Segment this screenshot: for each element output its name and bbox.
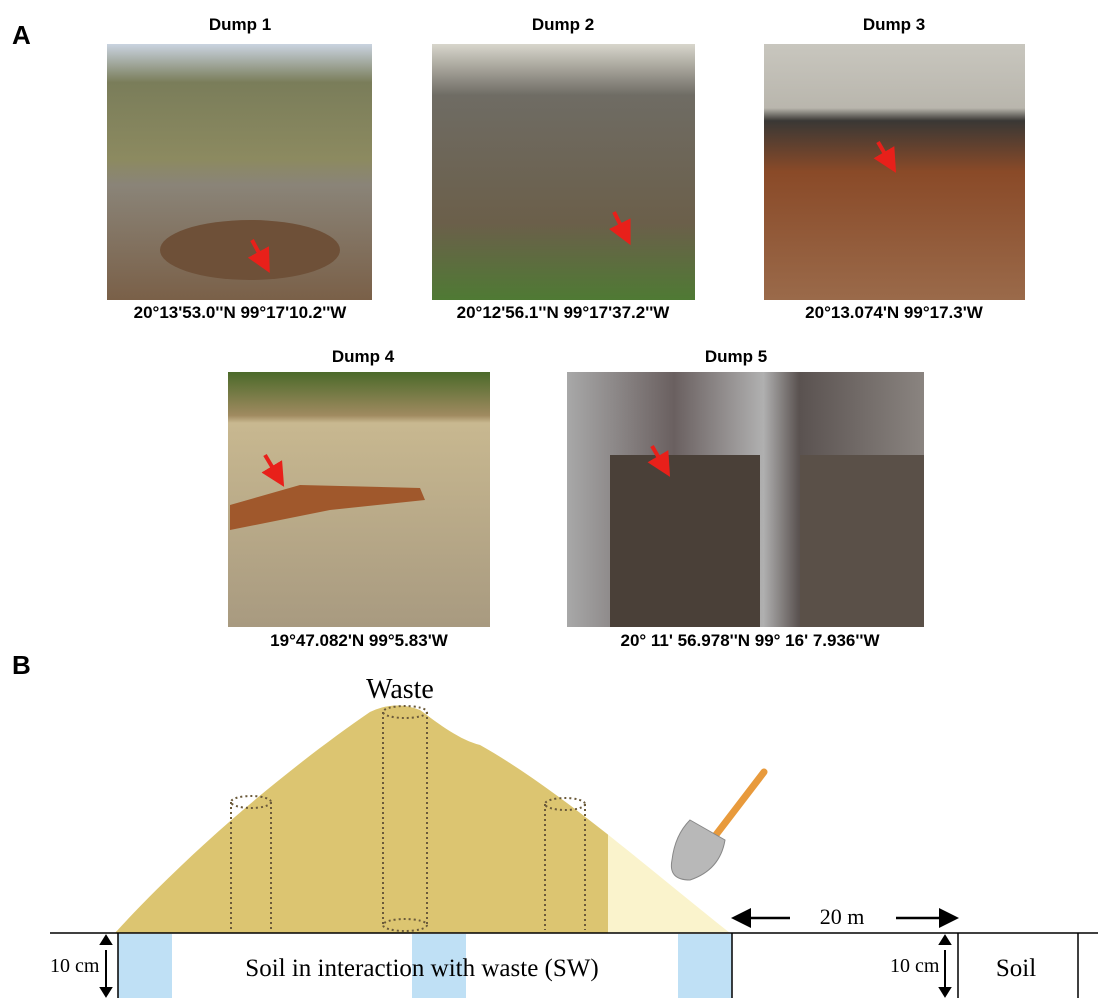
shovel [671,772,764,880]
photo-title: Dump 2 [532,15,594,34]
sample-zone [118,934,172,998]
photo-title: Dump 5 [705,347,767,366]
photo-title: Dump 1 [209,15,271,34]
photo [432,44,695,300]
distance-label: 20 m [820,904,865,929]
waste-label: Waste [366,674,434,705]
coordinates: 20°13.074'N 99°17.3'W [805,303,984,322]
sw-label: Soil in interaction with waste (SW) [245,955,598,982]
coordinates: 20° 11' 56.978''N 99° 16' 7.936''W [620,631,880,650]
photo [764,44,1025,300]
panel-label: A [12,20,31,50]
photo-title: Dump 4 [332,347,395,366]
figure: A B Dump 1 20°13'53.0''N 99°17'10.2''W D… [0,0,1098,998]
coordinates: 20°12'56.1''N 99°17'37.2''W [457,303,671,322]
depth-label: 10 cm [50,955,100,977]
photo-detail [610,455,760,627]
panel-label: B [12,650,31,680]
photo-title: Dump 3 [863,15,925,34]
sample-zone [678,934,732,998]
photo-detail [160,220,340,280]
depth-label: 10 cm [890,955,940,977]
photo-detail [800,455,924,627]
soil-label: Soil [996,955,1036,982]
coordinates: 19°47.082'N 99°5.83'W [270,631,449,650]
coordinates: 20°13'53.0''N 99°17'10.2''W [134,303,348,322]
